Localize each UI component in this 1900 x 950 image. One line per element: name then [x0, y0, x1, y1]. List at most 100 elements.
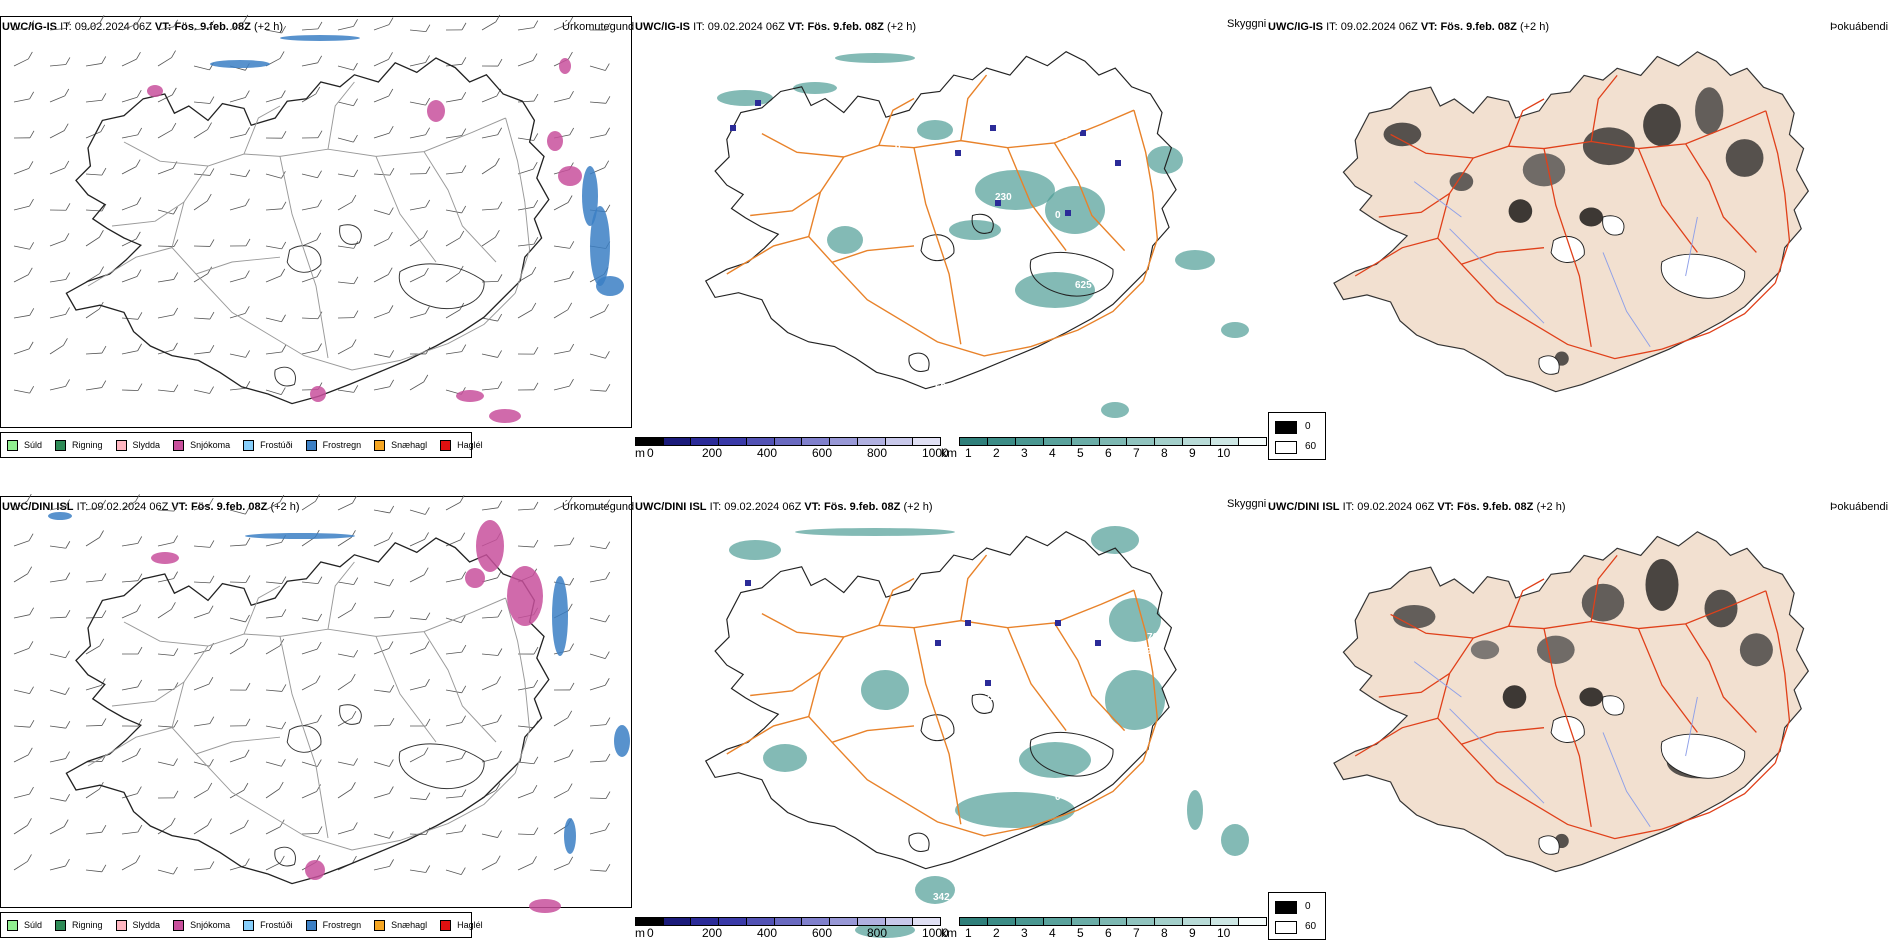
legend-label: Haglél: [457, 440, 483, 450]
wind-barb-flag: [99, 530, 104, 538]
wind-barb-flag: [388, 532, 393, 540]
wind-barb: [121, 580, 138, 583]
road-line: [726, 235, 1144, 357]
wind-barb: [121, 543, 138, 547]
snow-area: [151, 552, 179, 564]
wind-barb: [85, 99, 102, 103]
wind-barb: [265, 275, 281, 283]
wind-barb-flag: [533, 346, 539, 355]
wind-barb: [409, 539, 425, 547]
wind-barb: [517, 862, 533, 871]
wind-barb: [517, 137, 534, 141]
wind-barb: [49, 314, 66, 319]
wind-barb-flag: [459, 230, 465, 239]
wind-barb: [589, 797, 607, 799]
wind-barb-flag: [532, 53, 538, 61]
wind-barb-flag: [569, 271, 574, 279]
wind-barb: [85, 788, 100, 799]
wind-barb: [301, 62, 318, 67]
road-line: [750, 671, 821, 697]
wind-barb-flag: [207, 782, 213, 791]
wind-barb: [265, 826, 281, 835]
wind-barb: [85, 761, 103, 763]
wind-barb-flag: [605, 753, 611, 762]
legend-label: Snæhagl: [391, 440, 428, 450]
wind-barb-flag: [423, 374, 429, 383]
wind-barb-flag: [461, 205, 467, 214]
wind-barb-flag: [245, 682, 251, 691]
wind-barb: [553, 350, 570, 355]
snow-area: [147, 85, 163, 97]
river-line: [1449, 708, 1545, 804]
colorbar-segment: [802, 918, 831, 925]
colorbar-tick: 600: [812, 446, 833, 460]
fog-legend: 0 60: [1268, 892, 1326, 940]
wind-barb-flag: [28, 341, 34, 350]
wind-barb-flag: [64, 233, 70, 241]
glacier-outline: [920, 714, 955, 742]
legend-item: Snæhagl: [374, 919, 427, 931]
wind-barb-flag: [533, 756, 539, 764]
wind-barb: [481, 653, 498, 656]
low-visibility-area: [793, 82, 837, 94]
road-line: [913, 627, 962, 825]
wind-barb: [373, 58, 389, 67]
low-visibility-area: [1109, 598, 1161, 642]
wind-barb-flag: [207, 266, 213, 274]
wind-barb-flag: [569, 378, 574, 387]
wind-barb-flag: [173, 866, 178, 875]
wind-barb: [589, 684, 606, 691]
wind-barb: [409, 574, 425, 583]
road-line: [279, 156, 329, 359]
colorbar-segment: [746, 438, 775, 445]
wind-barb: [157, 279, 174, 283]
precip-map[interactable]: [0, 14, 632, 428]
wind-barb-flag: [29, 198, 34, 207]
wind-barb-flag: [209, 759, 214, 767]
wind-barb: [49, 797, 66, 802]
wind-barb-flag: [209, 540, 215, 548]
wind-barb: [157, 349, 174, 355]
legend-label: Rigning: [72, 440, 103, 450]
legend-label: Slydda: [132, 440, 161, 450]
wind-barb: [13, 614, 30, 619]
wind-barb: [85, 308, 100, 319]
wind-barb: [553, 202, 569, 211]
precip-map[interactable]: [0, 493, 632, 929]
wind-barb-flag: [137, 127, 143, 136]
wind-barb-flag: [605, 127, 611, 135]
fog-map[interactable]: [1268, 30, 1900, 430]
wind-barb: [337, 25, 354, 31]
wind-barb-flag: [533, 501, 539, 510]
wind-barb-flag: [26, 493, 32, 502]
colorbar-tick: 4: [1049, 926, 1056, 940]
fog-legend-label: 0: [1305, 421, 1311, 432]
low-visibility-area: [1221, 824, 1249, 856]
wind-barb: [157, 57, 172, 67]
wind-barb: [121, 861, 137, 871]
legend-swatch: [115, 439, 127, 451]
wind-barb: [481, 721, 498, 727]
wind-barb-flag: [27, 566, 33, 574]
road-line: [1590, 554, 1618, 622]
wind-barb-flag: [567, 783, 573, 791]
wind-barb-flag: [316, 269, 322, 277]
wind-barb-flag: [101, 93, 107, 101]
legend-label: Snjókoma: [190, 920, 231, 930]
colorbar-segment: [1183, 918, 1212, 925]
wind-barb-flag: [245, 381, 251, 389]
fog-area: [1522, 153, 1566, 187]
river-line: [1602, 732, 1651, 828]
wind-barb: [337, 680, 352, 691]
low-visibility-area: [949, 220, 1001, 240]
wind-barb: [121, 166, 137, 175]
legend-swatch: [305, 439, 317, 451]
wind-barb: [445, 758, 462, 763]
visibility-map[interactable]: 585 372 230 604 625 58 0 0 0 9 0: [635, 30, 1270, 430]
fog-map[interactable]: [1268, 510, 1900, 910]
road-line: [1378, 192, 1450, 218]
colorbar-unit: km: [941, 446, 957, 460]
colorbar-segment: [1043, 438, 1072, 445]
wind-barb: [157, 314, 174, 319]
